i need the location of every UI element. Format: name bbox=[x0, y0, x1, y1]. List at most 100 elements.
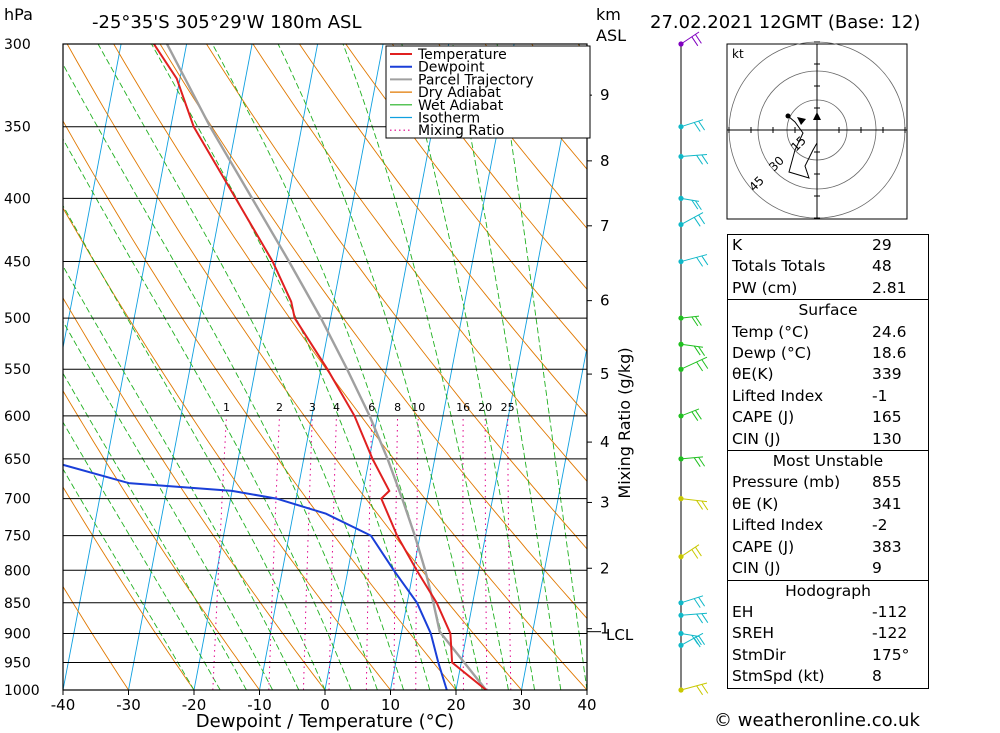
hodo-row-sreh: SREH -122 bbox=[732, 624, 908, 643]
wind-barb bbox=[680, 197, 700, 202]
x-tick-label: -20 bbox=[182, 696, 207, 714]
wind-barb-feather bbox=[701, 154, 709, 165]
km-label: km bbox=[596, 5, 621, 24]
indices-table: K 29 Totals Totals 48 PW (cm) 2.81 Surface … bbox=[727, 234, 929, 689]
pressure-tick-label: 300 bbox=[4, 37, 31, 53]
hodograph-table-title: Hodograph bbox=[728, 579, 928, 602]
wet-adiabat-line bbox=[452, 44, 562, 690]
mu-row-pressure: Pressure (mb) 855 bbox=[732, 473, 902, 492]
wind-barb bbox=[680, 456, 704, 460]
mu-row-cape: CAPE (J) 383 bbox=[732, 537, 902, 556]
dry-adiabat-line bbox=[345, 44, 587, 353]
wind-barb-feather bbox=[691, 549, 699, 559]
wind-barb-feather bbox=[698, 120, 706, 131]
x-axis-label: Dewpoint / Temperature (°C) bbox=[196, 711, 454, 732]
wind-barb-feather bbox=[696, 257, 704, 267]
wind-barb bbox=[680, 632, 704, 646]
hodograph-trace bbox=[787, 115, 818, 179]
wind-barb-feather bbox=[694, 200, 702, 211]
legend-label: Dry Adiabat bbox=[418, 85, 501, 101]
pressure-tick-label: 1000 bbox=[4, 683, 40, 699]
dry-adiabat-line bbox=[438, 44, 587, 230]
dry-adiabat-line bbox=[63, 585, 129, 690]
wind-barb bbox=[680, 408, 700, 417]
km-tick-label: 4 bbox=[600, 433, 610, 451]
wind-barb-feather bbox=[693, 345, 701, 356]
legend-label: Wet Adiabat bbox=[418, 98, 504, 114]
wind-barb bbox=[680, 682, 708, 691]
wind-barb-feather bbox=[694, 546, 702, 557]
mixing-ratio-line bbox=[303, 415, 313, 690]
wind-barb bbox=[680, 356, 708, 370]
dry-adiabat-line bbox=[299, 44, 587, 417]
mixing-ratio-tick-label: 4 bbox=[333, 401, 340, 414]
indices-row-pw: PW (cm) 2.81 bbox=[732, 278, 907, 297]
wind-barb-feather bbox=[691, 411, 699, 421]
x-tick-label: -30 bbox=[116, 696, 141, 714]
footer-copyright[interactable]: © weatheronline.co.uk bbox=[714, 710, 920, 731]
wind-barb-feather bbox=[693, 217, 701, 227]
wind-barb-feather bbox=[696, 613, 704, 624]
legend-label: Dewpoint bbox=[418, 60, 485, 76]
dry-adiabat-line bbox=[63, 207, 391, 690]
pressure-tick-label: 650 bbox=[4, 452, 31, 468]
pressure-tick-label: 550 bbox=[4, 362, 31, 378]
wet-adiabat-line bbox=[63, 468, 195, 690]
wind-barb-feather bbox=[698, 635, 706, 645]
wind-barb bbox=[680, 632, 700, 637]
wind-barb-feather bbox=[694, 316, 702, 326]
x-tick-label: 30 bbox=[512, 696, 531, 714]
isotherm-line bbox=[63, 44, 122, 351]
wet-adiabat-line bbox=[151, 44, 431, 690]
mu-row-li: Lifted Index -2 bbox=[732, 516, 888, 535]
wind-barbs bbox=[678, 31, 709, 696]
isotherm-line bbox=[324, 44, 450, 690]
surface-row-dewp: Dewp (°C) 18.6 bbox=[732, 344, 907, 363]
mixing-ratio-tick-label: 20 bbox=[478, 401, 492, 414]
isotherm-line bbox=[390, 44, 515, 690]
wind-barb-feather bbox=[693, 598, 701, 608]
mu-row-thetae: θE (K) 341 bbox=[732, 494, 902, 513]
km-tick-label: 7 bbox=[600, 217, 610, 235]
wind-level-dot bbox=[678, 554, 684, 560]
legend-label: Isotherm bbox=[418, 111, 480, 127]
x-tick-label: 0 bbox=[320, 696, 330, 714]
dry-adiabat-line bbox=[63, 120, 457, 690]
surface-title: Surface bbox=[728, 299, 928, 321]
hpa-label: hPa bbox=[4, 5, 33, 24]
wet-adiabat-line bbox=[63, 204, 326, 690]
wind-barb bbox=[680, 544, 700, 558]
wet-adiabat-line bbox=[63, 63, 378, 690]
x-tick-label: 10 bbox=[381, 696, 400, 714]
pressure-tick-label: 600 bbox=[4, 409, 31, 425]
parcel-trajectory bbox=[165, 44, 488, 690]
datetime-title: 27.02.2021 12GMT (Base: 12) bbox=[650, 12, 920, 33]
km-tick-label: 9 bbox=[600, 86, 610, 104]
isotherm-line bbox=[63, 44, 188, 690]
hodo-row-stmspd: StmSpd (kt) 8 bbox=[732, 667, 882, 686]
km-tick-label: 3 bbox=[600, 493, 610, 511]
wind-barb-feather bbox=[694, 410, 702, 420]
isotherm-line bbox=[128, 44, 253, 690]
wind-barb-feather bbox=[693, 457, 701, 467]
dewpoint-profile bbox=[63, 463, 448, 690]
surface-row-temp: Temp (°C) 24.6 bbox=[732, 322, 907, 341]
temperature-profile bbox=[153, 44, 487, 690]
wind-barb-feather bbox=[691, 316, 699, 327]
asl-label: ASL bbox=[596, 26, 626, 45]
surface-row-li: Lifted Index -1 bbox=[732, 386, 888, 405]
legend-label: Parcel Trajectory bbox=[418, 72, 534, 88]
location-title: -25°35'S 305°29'W 180m ASL bbox=[92, 12, 362, 33]
mixing-ratio-tick-label: 3 bbox=[309, 401, 316, 414]
wind-barb bbox=[680, 343, 704, 348]
dry-adiabat-line bbox=[113, 44, 587, 690]
isotherm-line bbox=[259, 44, 384, 690]
wind-barb-feather bbox=[693, 122, 701, 132]
mixing-ratio-tick-label: 25 bbox=[501, 401, 515, 414]
wind-barb-feather bbox=[696, 361, 704, 372]
isotherm-line bbox=[521, 345, 587, 690]
wind-barb bbox=[680, 119, 704, 128]
indices-row-totals: Totals Totals 48 bbox=[732, 257, 892, 276]
